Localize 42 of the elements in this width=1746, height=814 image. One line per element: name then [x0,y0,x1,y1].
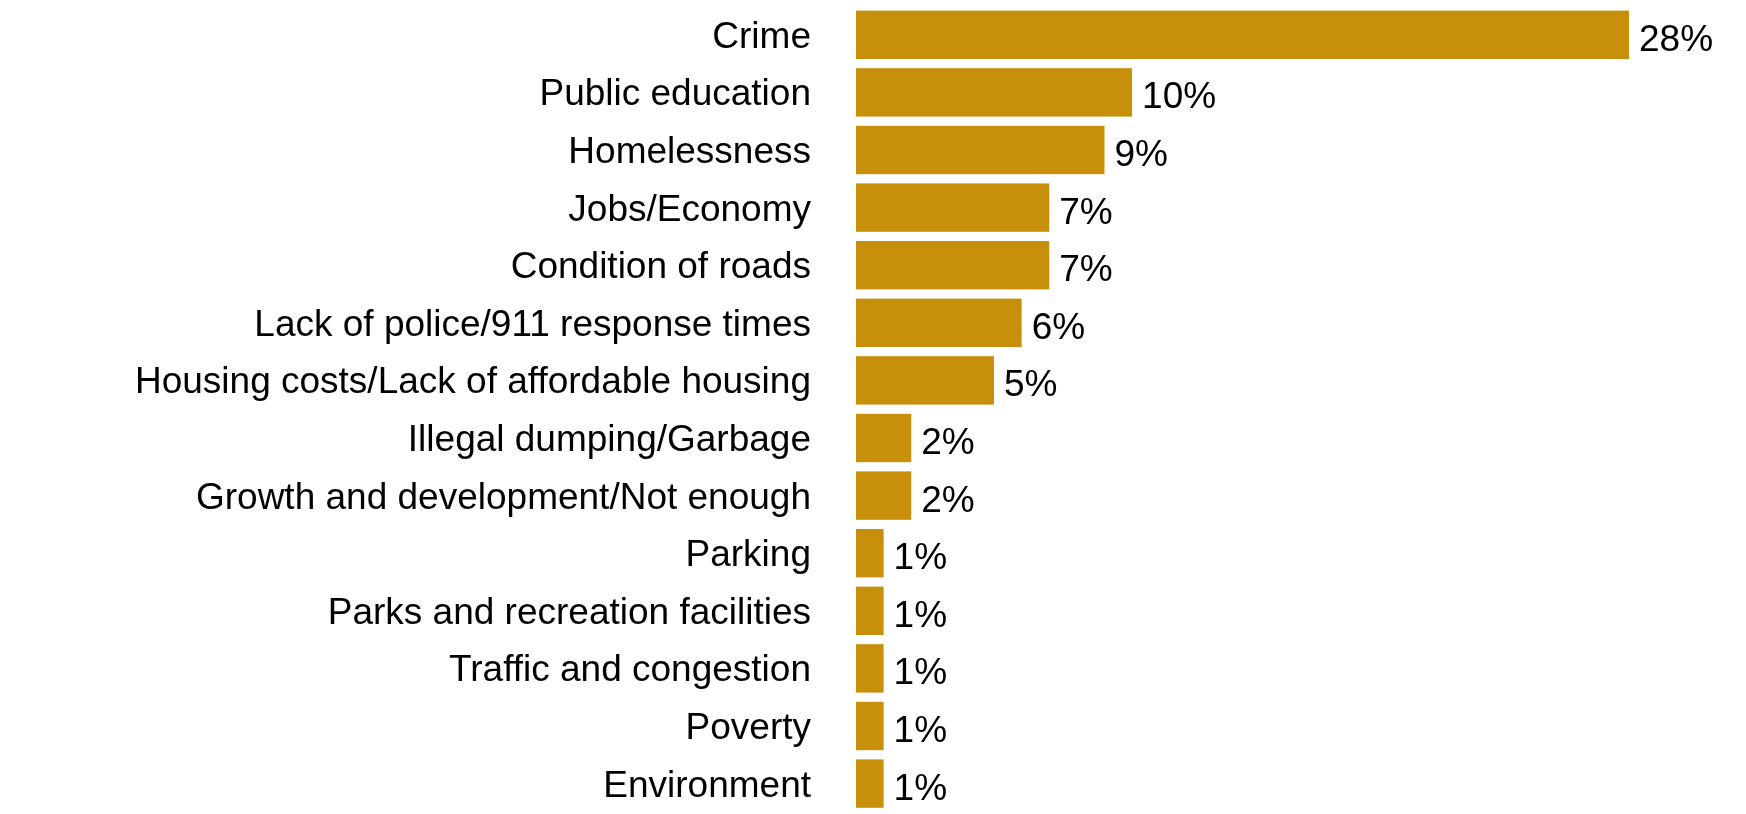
data-label: 1% [893,766,948,808]
bar [856,413,912,463]
bar [856,356,995,405]
bar [856,586,884,635]
data-label: 28% [1639,17,1714,59]
y-tick-label: Public education [539,72,811,114]
y-tick-label: Environment [603,763,812,805]
y-tick-label: Growth and development/Not enough [195,475,811,517]
y-tick-label: Parking [685,533,811,575]
data-label: 1% [893,593,948,635]
data-label: 1% [893,536,948,578]
y-tick-label: Homelessness [568,129,811,171]
data-label: 10% [1142,75,1217,117]
bar [856,529,884,578]
bar [856,298,1022,347]
y-tick-label: Crime [712,14,811,56]
data-label: 1% [893,708,948,750]
y-tick-label: Lack of police/911 response times [254,302,811,344]
bar [856,644,884,693]
bar [856,10,1629,59]
data-label: 7% [1059,190,1113,232]
bar [856,701,884,751]
data-label: 7% [1059,248,1113,290]
data-label: 9% [1114,132,1168,174]
y-tick-label: Poverty [685,705,812,747]
bar [856,759,884,808]
bar [856,183,1050,232]
y-tick-label: Parks and recreation facilities [327,590,811,632]
y-tick-label: Condition of roads [510,245,811,287]
y-tick-label: Traffic and congestion [449,648,811,690]
data-label: 6% [1031,305,1086,347]
data-label: 5% [1004,363,1058,405]
y-tick-label: Housing costs/Lack of affordable housing [134,360,811,402]
bar [856,68,1133,117]
y-tick-label: Illegal dumping/Garbage [407,417,811,459]
bar [856,125,1105,175]
bar [856,241,1050,290]
data-label: 1% [893,651,948,693]
data-label: 2% [921,420,975,462]
data-label: 2% [921,478,975,520]
bar [856,471,912,520]
y-tick-label: Jobs/Economy [568,187,812,229]
